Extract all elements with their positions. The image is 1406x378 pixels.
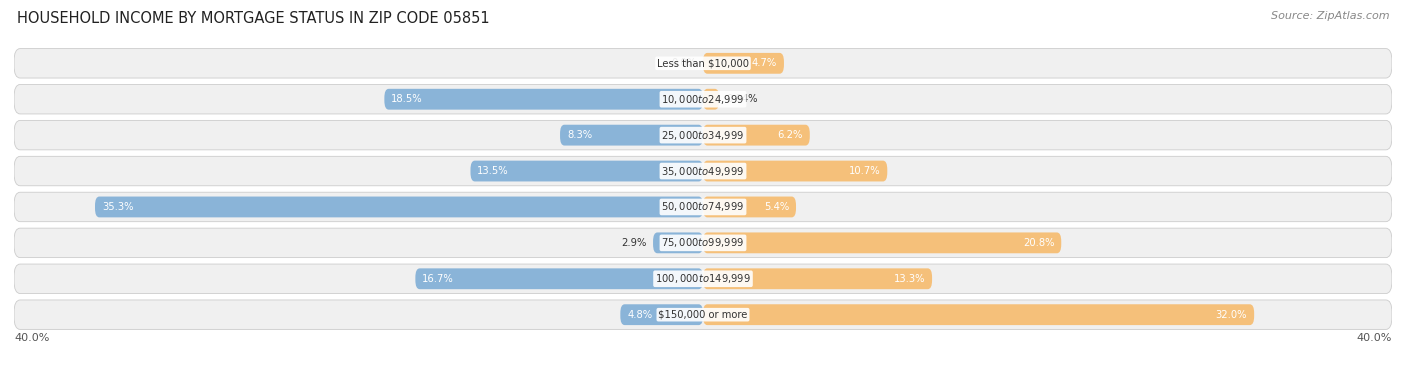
Text: 2.9%: 2.9%	[621, 238, 647, 248]
Text: $100,000 to $149,999: $100,000 to $149,999	[655, 272, 751, 285]
Text: 4.7%: 4.7%	[752, 58, 778, 68]
FancyBboxPatch shape	[14, 300, 1392, 329]
Text: $150,000 or more: $150,000 or more	[658, 310, 748, 320]
Text: 20.8%: 20.8%	[1022, 238, 1054, 248]
FancyBboxPatch shape	[14, 192, 1392, 222]
Text: $25,000 to $34,999: $25,000 to $34,999	[661, 129, 745, 142]
Text: 4.8%: 4.8%	[627, 310, 652, 320]
Text: $35,000 to $49,999: $35,000 to $49,999	[661, 164, 745, 178]
Text: $50,000 to $74,999: $50,000 to $74,999	[661, 200, 745, 214]
Text: 0.94%: 0.94%	[725, 94, 758, 104]
FancyBboxPatch shape	[703, 304, 1254, 325]
FancyBboxPatch shape	[471, 161, 703, 181]
FancyBboxPatch shape	[703, 125, 810, 146]
FancyBboxPatch shape	[703, 53, 785, 74]
FancyBboxPatch shape	[703, 197, 796, 217]
Text: 40.0%: 40.0%	[14, 333, 49, 342]
FancyBboxPatch shape	[703, 89, 720, 110]
Text: 18.5%: 18.5%	[391, 94, 423, 104]
FancyBboxPatch shape	[14, 85, 1392, 114]
Text: 40.0%: 40.0%	[1357, 333, 1392, 342]
FancyBboxPatch shape	[620, 304, 703, 325]
FancyBboxPatch shape	[14, 49, 1392, 78]
Text: $75,000 to $99,999: $75,000 to $99,999	[661, 236, 745, 249]
FancyBboxPatch shape	[384, 89, 703, 110]
Text: Source: ZipAtlas.com: Source: ZipAtlas.com	[1271, 11, 1389, 21]
Text: 5.4%: 5.4%	[763, 202, 789, 212]
FancyBboxPatch shape	[14, 156, 1392, 186]
Text: HOUSEHOLD INCOME BY MORTGAGE STATUS IN ZIP CODE 05851: HOUSEHOLD INCOME BY MORTGAGE STATUS IN Z…	[17, 11, 489, 26]
FancyBboxPatch shape	[14, 264, 1392, 293]
FancyBboxPatch shape	[703, 268, 932, 289]
FancyBboxPatch shape	[14, 228, 1392, 257]
FancyBboxPatch shape	[703, 161, 887, 181]
Text: 6.2%: 6.2%	[778, 130, 803, 140]
Text: 13.5%: 13.5%	[478, 166, 509, 176]
Text: Less than $10,000: Less than $10,000	[657, 58, 749, 68]
Text: 13.3%: 13.3%	[894, 274, 925, 284]
FancyBboxPatch shape	[560, 125, 703, 146]
FancyBboxPatch shape	[14, 121, 1392, 150]
FancyBboxPatch shape	[415, 268, 703, 289]
Text: $10,000 to $24,999: $10,000 to $24,999	[661, 93, 745, 106]
FancyBboxPatch shape	[96, 197, 703, 217]
FancyBboxPatch shape	[703, 232, 1062, 253]
Text: 32.0%: 32.0%	[1216, 310, 1247, 320]
FancyBboxPatch shape	[652, 232, 703, 253]
Text: 10.7%: 10.7%	[849, 166, 880, 176]
Text: 16.7%: 16.7%	[422, 274, 454, 284]
Text: 0.0%: 0.0%	[671, 58, 696, 68]
Text: 8.3%: 8.3%	[567, 130, 592, 140]
Text: 35.3%: 35.3%	[101, 202, 134, 212]
